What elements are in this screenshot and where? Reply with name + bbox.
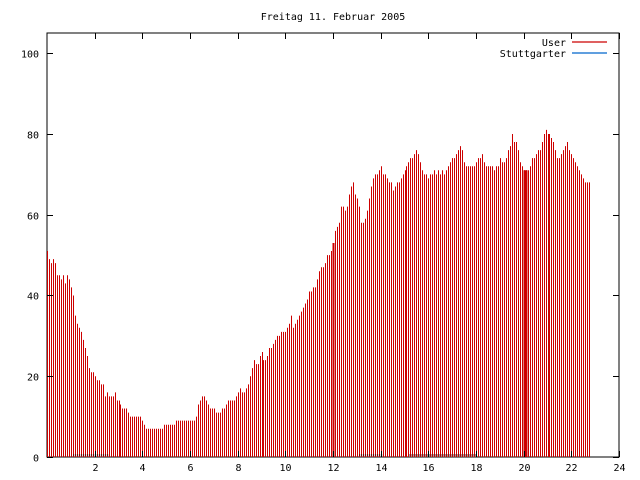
x-tick-label: 6 bbox=[187, 463, 193, 474]
bar-series-user bbox=[47, 129, 590, 457]
y-tick-label: 100 bbox=[21, 50, 39, 61]
x-tick-label: 12 bbox=[327, 463, 339, 474]
y-axis-ticks: 0 20 40 60 80 100 bbox=[21, 50, 619, 465]
x-tick-label: 8 bbox=[235, 463, 241, 474]
x-tick-label: 20 bbox=[518, 463, 530, 474]
legend-label-user: User bbox=[542, 38, 566, 49]
chart-title: Freitag 11. Februar 2005 bbox=[261, 12, 406, 23]
x-tick-label: 4 bbox=[139, 463, 145, 474]
x-tick-label: 10 bbox=[279, 463, 291, 474]
x-tick-label: 16 bbox=[422, 463, 434, 474]
x-tick-label: 22 bbox=[565, 463, 577, 474]
x-tick-label: 24 bbox=[613, 463, 625, 474]
legend: User Stuttgarter bbox=[500, 38, 607, 60]
y-tick-label: 40 bbox=[27, 292, 39, 303]
x-tick-label: 14 bbox=[375, 463, 387, 474]
y-tick-label: 80 bbox=[27, 131, 39, 142]
x-axis-ticks: 2 4 6 8 10 12 14 16 18 20 22 24 bbox=[92, 33, 626, 474]
y-tick-label: 20 bbox=[27, 373, 39, 384]
legend-label-stuttgarter: Stuttgarter bbox=[500, 49, 566, 60]
x-tick-label: 2 bbox=[92, 463, 98, 474]
x-tick-label: 18 bbox=[470, 463, 482, 474]
y-tick-label: 0 bbox=[33, 454, 39, 465]
y-tick-label: 60 bbox=[27, 212, 39, 223]
